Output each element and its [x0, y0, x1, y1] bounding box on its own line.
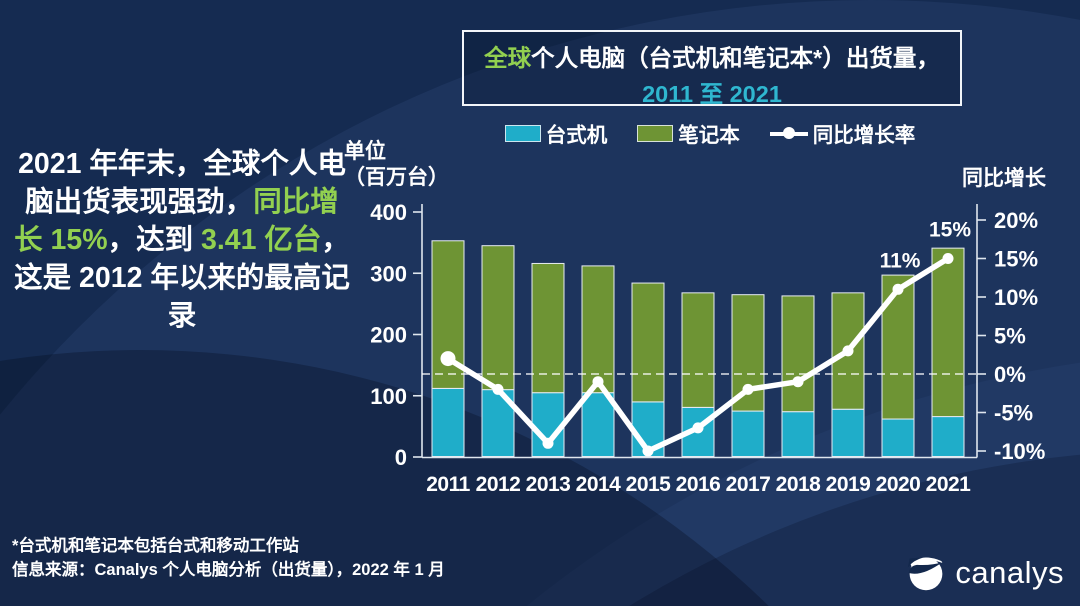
left-axis-header: 单位 （百万台）	[344, 139, 449, 190]
x-axis-labels: 2011 2012 2013 2014 2015 2016 2017 2018 2019 2020…	[426, 473, 971, 496]
canalys-logo: canalys	[906, 553, 1064, 593]
title-date-range: 2011 至 2021	[642, 81, 782, 107]
svg-text:0: 0	[395, 445, 407, 470]
svg-text:2017: 2017	[726, 473, 771, 496]
svg-text:400: 400	[370, 200, 407, 225]
insight-segment: ，达到	[107, 223, 201, 256]
svg-text:2016: 2016	[676, 473, 721, 496]
source-line: 信息来源：Canalys 个人电脑分析（出货量），2022 年 1 月	[12, 560, 445, 579]
svg-text:2011: 2011	[426, 473, 470, 496]
chart-legend: 台式机 笔记本 同比增长率	[440, 119, 980, 147]
svg-text:-5%: -5%	[994, 401, 1033, 426]
svg-text:2020: 2020	[876, 473, 921, 496]
axes: 0 100 200 300 400 -10% -5% 0% 5% 10% 15% 20%	[370, 200, 1045, 470]
legend-item-notebook: 笔记本	[637, 118, 740, 148]
growth-line-marker-icon	[769, 125, 808, 142]
svg-text:5%: 5%	[994, 324, 1026, 349]
growth-point-label: 11%	[880, 249, 921, 272]
svg-text:20%: 20%	[994, 208, 1038, 233]
svg-text:10%: 10%	[994, 285, 1038, 310]
svg-text:2014: 2014	[576, 473, 622, 496]
svg-text:-10%: -10%	[994, 439, 1045, 464]
svg-text:100: 100	[370, 384, 407, 409]
growth-line-points	[440, 253, 954, 457]
canalys-logo-icon	[908, 557, 943, 591]
footnote: *台式机和笔记本包括台式和移动工作站	[12, 537, 299, 555]
svg-text:2012: 2012	[476, 473, 521, 496]
svg-text:2013: 2013	[526, 473, 571, 496]
legend-label-notebook: 笔记本	[678, 124, 740, 147]
svg-text:2019: 2019	[826, 473, 871, 496]
left-axis-unit-detail: （百万台）	[344, 165, 449, 189]
title-highlight: 全球	[484, 45, 532, 71]
canalys-logo-text: canalys	[955, 555, 1064, 590]
insight-segment: 2021 年年末，全球个人电脑出货表现强劲，	[18, 148, 346, 218]
notebook-swatch-icon	[637, 124, 674, 142]
svg-text:300: 300	[370, 261, 407, 286]
growth-point-label: 15%	[929, 219, 971, 242]
svg-text:0%: 0%	[994, 362, 1026, 387]
chart-title: 全球个人电脑（台式机和笔记本*）出货量，	[464, 39, 960, 73]
svg-text:2015: 2015	[626, 473, 672, 496]
legend-item-desktop: 台式机	[504, 118, 608, 148]
desktop-swatch-icon	[504, 124, 541, 142]
insight-text: 2021 年年末，全球个人电脑出货表现强劲，同比增长 15%，达到 3.41 亿…	[12, 146, 352, 335]
chart-title-box: 全球个人电脑（台式机和笔记本*）出货量， 2011 至 2021	[462, 30, 962, 107]
legend-label-desktop: 台式机	[545, 124, 608, 147]
footer: *台式机和笔记本包括台式和移动工作站 信息来源：Canalys 个人电脑分析（出…	[12, 535, 445, 583]
insight-segment: ，这是 2012 年以来的最高记录	[14, 223, 350, 332]
svg-text:15%: 15%	[994, 247, 1038, 272]
title-rest: 个人电脑（台式机和笔记本*）出货量，	[531, 45, 940, 71]
legend-label-growth: 同比增长率	[812, 124, 916, 147]
insight-segment: 同比增长 15%	[14, 185, 339, 256]
legend-item-growth: 同比增长率	[769, 118, 916, 148]
svg-text:2018: 2018	[776, 473, 822, 496]
right-axis-header: 同比增长	[962, 167, 1046, 190]
left-axis-unit: 单位	[344, 140, 386, 163]
svg-text:200: 200	[370, 323, 407, 348]
insight-segment: 3.41 亿台	[200, 223, 322, 256]
svg-text:2021: 2021	[926, 473, 972, 496]
stacked-bars	[431, 240, 965, 458]
